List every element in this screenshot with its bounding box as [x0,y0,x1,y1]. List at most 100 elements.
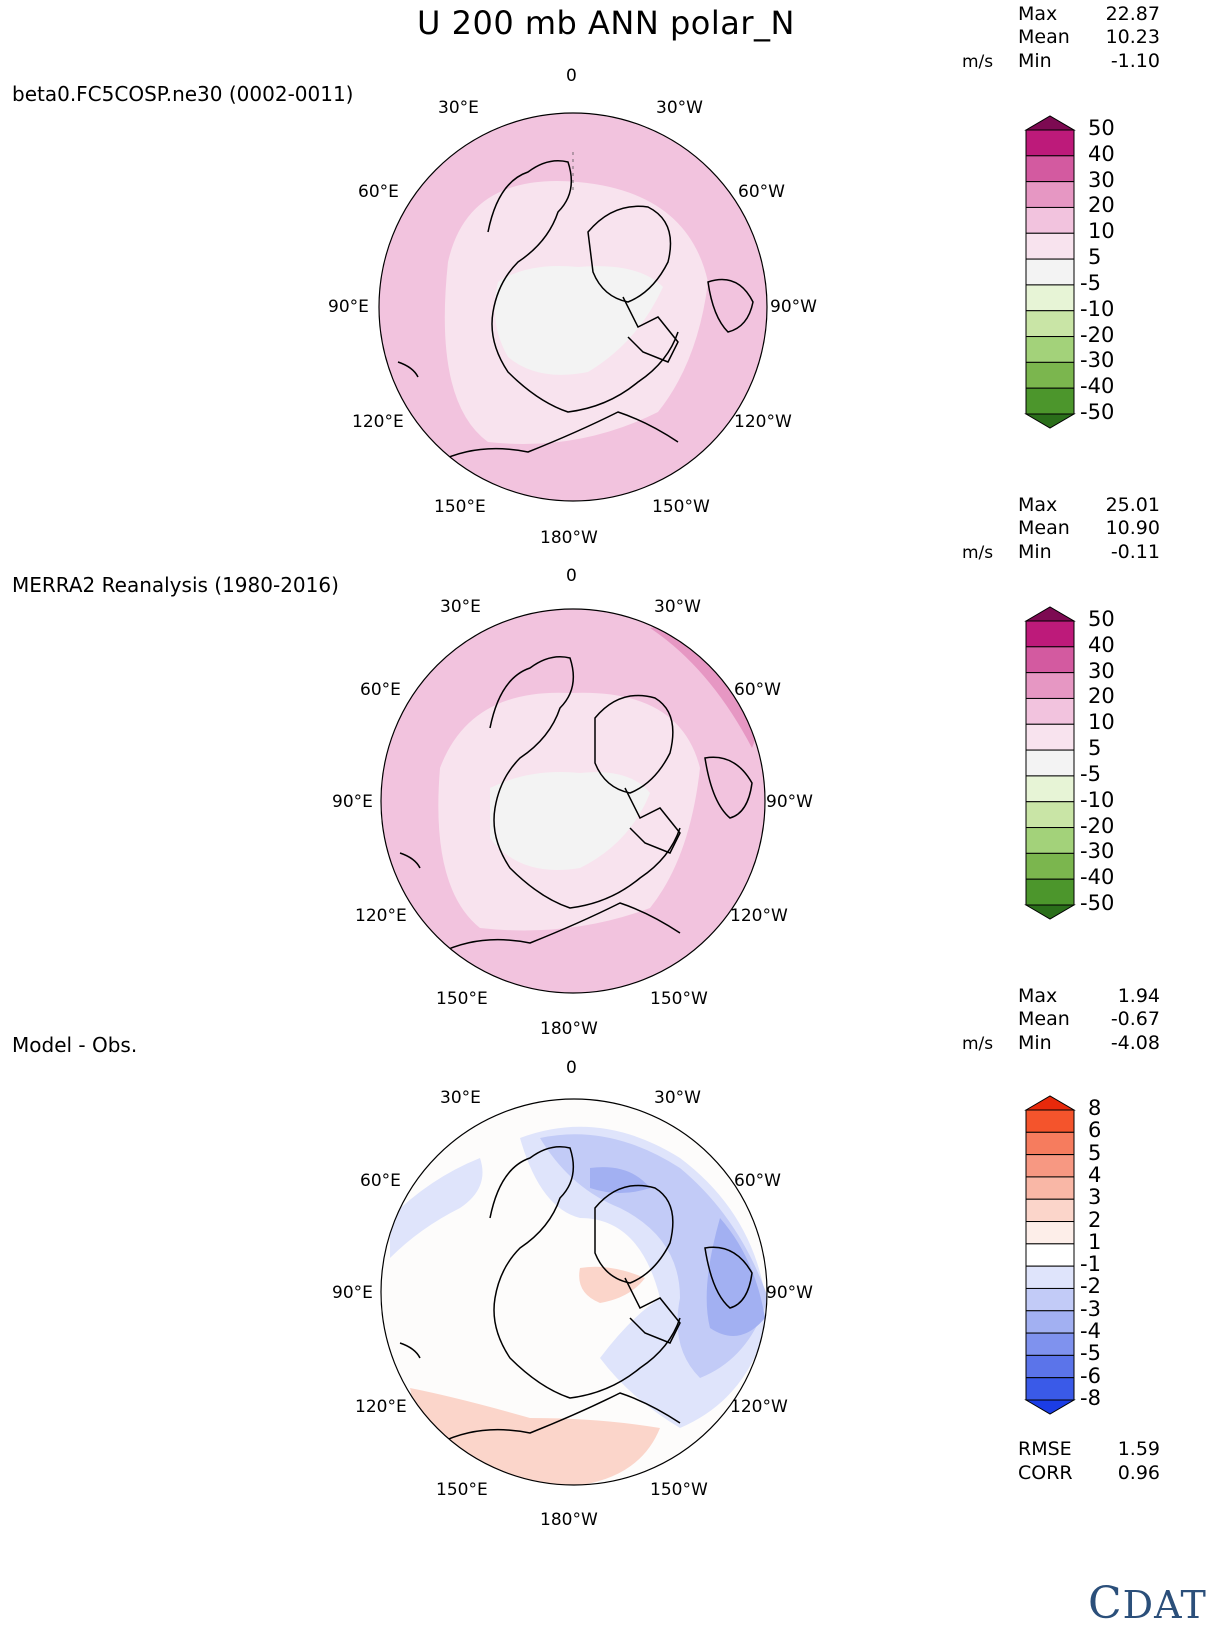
max-label: Max [1018,3,1058,25]
colorbar-tick-label: 1 [1088,1229,1102,1254]
colorbar-tick-label: 50 [1088,607,1115,631]
colorbar-tick-label: 10 [1088,710,1115,735]
lon-label-150e: 150°E [436,989,488,1009]
colorbar-tick-label: 20 [1088,684,1115,709]
lon-label-30w: 30°W [654,1088,701,1108]
colorbar-tick-label: 40 [1088,141,1115,166]
coastlines [399,656,753,954]
colorbar-box [1025,1176,1075,1200]
field-core [490,772,650,870]
colorbar-tick-label: 2 [1088,1207,1102,1232]
lon-label-120e: 120°E [355,906,407,926]
lon-label-120w: 120°W [730,906,788,926]
cdat-logo: CDAT [1088,1578,1207,1629]
colorbar-box [1025,258,1075,286]
colorbar-tick-label: -50 [1080,891,1115,915]
colorbar-box [1025,1377,1075,1401]
colorbar-box [1025,129,1075,157]
colorbar-tick-label: -30 [1080,348,1115,373]
colorbar-tick-label: -50 [1080,400,1115,424]
colorbar-tick-label: 3 [1088,1185,1102,1210]
field-blue1-west [390,1158,483,1258]
lon-label-0: 0 [566,566,577,586]
colorbar-tick-label: 6 [1088,1118,1102,1143]
colorbar-tick-label: -20 [1080,813,1115,838]
lon-label-60w: 60°W [734,680,781,700]
lon-label-60w: 60°W [738,182,785,202]
colorbar-box [1025,310,1075,338]
colorbar-arrow-bottom [1024,1399,1076,1415]
map-boundary [380,608,766,994]
colorbar-tick-label: 10 [1088,219,1115,244]
min-value: -0.11 [1110,541,1160,563]
colorbar-box [1025,206,1075,234]
lon-label-30w: 30°W [656,98,703,118]
map-boundary [378,112,768,502]
min-label: Min [1018,1032,1052,1054]
corr-label: CORR [1018,1462,1073,1484]
max-value: 25.01 [1105,494,1160,516]
colorbar-box [1025,387,1075,415]
polar-map [380,608,766,994]
field-core [494,266,663,375]
max-value: 22.87 [1105,3,1160,25]
colorbar-tick-label: -10 [1080,296,1115,321]
colorbar-tick-label: 20 [1088,193,1115,218]
colorbar-box [1025,775,1075,803]
lon-label-180w: 180°W [540,528,598,548]
colorbar-box [1025,336,1075,363]
lon-label-90e: 90°E [332,1283,373,1303]
lon-label-90w: 90°W [766,1283,813,1303]
colorbar-box [1025,1265,1075,1289]
coastlines [397,160,754,463]
colorbar-tick-label: 40 [1088,632,1115,657]
colorbar-tick-label: -5 [1080,761,1101,786]
colorbar-box [1025,181,1075,208]
colorbar-box [1025,852,1075,880]
colorbar-tick-label: 4 [1088,1162,1102,1187]
colorbar-tick-label: -30 [1080,839,1115,864]
lon-label-30w: 30°W [654,597,701,617]
colorbar-box [1025,155,1075,183]
colorbar-arrow-top [1024,115,1076,131]
colorbar-tick-label: -40 [1080,865,1115,890]
colorbar-tick-label: 5 [1088,1140,1102,1165]
figure-title: U 200 mb ANN polar_N [417,4,795,42]
colorbar [1024,606,1076,920]
min-label: Min [1018,541,1052,563]
lon-label-180w: 180°W [540,1019,598,1039]
colorbar-tick-label: -8 [1080,1386,1101,1410]
lon-label-60e: 60°E [360,1171,401,1191]
colorbar-tick-label: -1 [1080,1252,1101,1277]
polar-map [378,112,768,502]
colorbar-box [1025,801,1075,829]
colorbar-box [1025,1109,1075,1133]
rmse-label: RMSE [1018,1438,1072,1460]
colorbar-tick-label: 30 [1088,167,1115,192]
lon-label-30e: 30°E [440,597,481,617]
lon-label-150w: 150°W [650,1480,708,1500]
colorbar-box [1025,1154,1075,1178]
lon-label-150e: 150°E [434,497,486,517]
colorbar-tick-label: -2 [1080,1274,1101,1299]
min-value: -1.10 [1110,50,1160,72]
mean-value: -0.67 [1110,1008,1160,1030]
colorbar-tick-label: -4 [1080,1319,1101,1344]
colorbar-tick-label: -3 [1080,1296,1101,1321]
lon-label-120w: 120°W [734,412,792,432]
colorbar-box [1025,1310,1075,1334]
lon-label-60e: 60°E [360,680,401,700]
lon-label-150w: 150°W [652,497,710,517]
colorbar-tick-label: 8 [1088,1096,1102,1120]
max-value: 1.94 [1117,985,1160,1007]
mean-label: Mean [1018,1008,1070,1030]
colorbar-arrow-top [1024,606,1076,622]
colorbar-box [1025,620,1075,648]
colorbar-arrow-bottom [1024,413,1076,429]
min-value: -4.08 [1110,1032,1160,1054]
units-label: m/s [962,52,994,72]
panel-label: beta0.FC5COSP.ne30 (0002-0011) [12,82,354,106]
colorbar-box [1025,749,1075,777]
colorbar-box [1025,723,1075,751]
coastlines [399,1146,753,1444]
